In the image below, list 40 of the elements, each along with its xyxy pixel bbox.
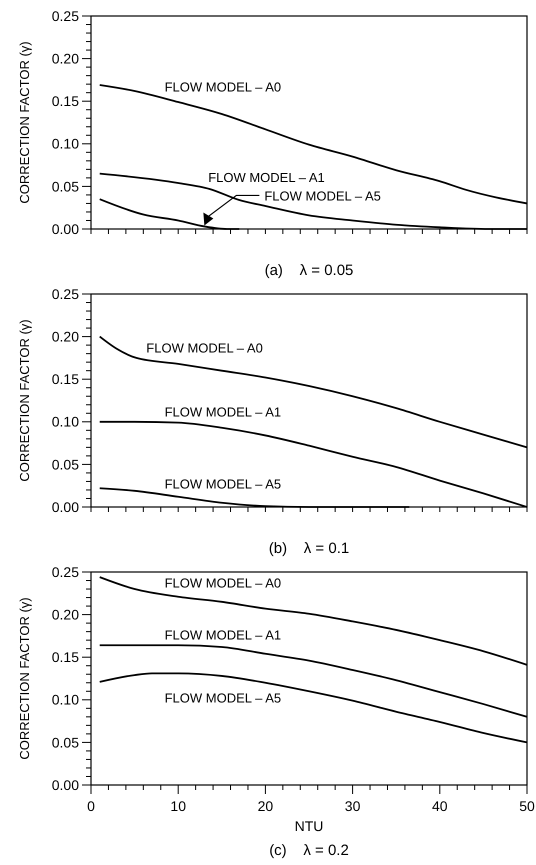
y-tick-label: 0.10 xyxy=(52,136,80,152)
series-label: FLOW MODEL – A0 xyxy=(164,576,282,591)
y-tick-label: 0.15 xyxy=(52,649,80,666)
y-tick-label: 0.05 xyxy=(52,456,80,472)
y-tick-label: 0.00 xyxy=(52,498,80,515)
text: (b) λ = 0.1 xyxy=(268,540,350,557)
y-tick-label: 0.25 xyxy=(52,564,80,580)
y-tick-label: 0.00 xyxy=(52,776,80,793)
y-tick-label: 0.10 xyxy=(52,414,80,430)
y-tick-label: 0.00 xyxy=(52,220,80,237)
text: (c) λ = 0.2 xyxy=(269,842,349,859)
series-label: FLOW MODEL – A0 xyxy=(146,340,263,356)
x-tick-label: 20 xyxy=(258,798,274,814)
y-tick-label: 0.10 xyxy=(52,692,80,708)
x-tick-label: 40 xyxy=(432,798,448,814)
y-tick-label: 0.25 xyxy=(52,286,80,302)
x-axis-title: NTU xyxy=(294,818,324,834)
y-tick-label: 0.20 xyxy=(52,50,80,66)
text: (a) λ = 0.05 xyxy=(264,262,354,279)
series-label: FLOW MODEL – A5 xyxy=(164,690,282,706)
y-axis-title: CORRECTION FACTOR (γ) xyxy=(17,597,32,760)
y-tick-label: 0.25 xyxy=(52,8,80,24)
y-axis-title: CORRECTION FACTOR (γ) xyxy=(17,41,32,204)
x-tick-label: 50 xyxy=(519,798,535,814)
series-label: FLOW MODEL – A1 xyxy=(164,627,282,642)
series-label: FLOW MODEL – A1 xyxy=(208,170,325,185)
text: FLOW MODEL – A5 xyxy=(264,188,381,204)
y-tick-label: 0.20 xyxy=(52,606,80,622)
y-tick-label: 0.05 xyxy=(52,178,80,194)
series-label: FLOW MODEL – A1 xyxy=(164,404,282,420)
y-tick-label: 0.15 xyxy=(52,93,80,110)
series-label: FLOW MODEL – A5 xyxy=(164,476,282,492)
y-tick-label: 0.20 xyxy=(52,328,80,344)
y-axis-title: CORRECTION FACTOR (γ) xyxy=(17,319,32,482)
x-tick-label: 10 xyxy=(170,798,186,814)
y-tick-label: 0.05 xyxy=(52,734,80,750)
series-label: FLOW MODEL – A0 xyxy=(164,80,282,95)
x-tick-label: 0 xyxy=(87,798,96,814)
x-tick-label: 30 xyxy=(344,798,361,814)
y-tick-label: 0.15 xyxy=(52,371,80,388)
